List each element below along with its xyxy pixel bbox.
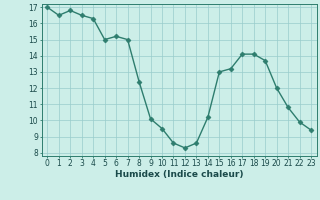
X-axis label: Humidex (Indice chaleur): Humidex (Indice chaleur) (115, 170, 244, 179)
